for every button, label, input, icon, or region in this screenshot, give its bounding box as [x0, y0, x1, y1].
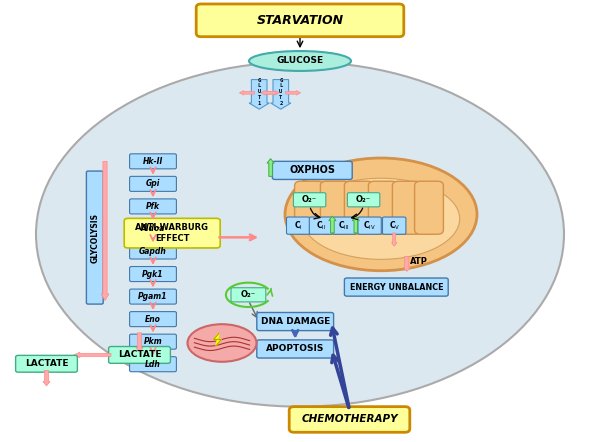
Text: ANTI-WARBURG
EFFECT: ANTI-WARBURG EFFECT	[135, 224, 209, 243]
FancyBboxPatch shape	[289, 407, 410, 432]
Text: Gpi: Gpi	[146, 179, 160, 188]
Text: GLUCOSE: GLUCOSE	[277, 57, 323, 65]
FancyBboxPatch shape	[332, 217, 356, 234]
Text: OXPHOS: OXPHOS	[289, 165, 335, 175]
Text: Eno: Eno	[145, 315, 161, 324]
FancyBboxPatch shape	[293, 193, 326, 207]
Text: Pgam1: Pgam1	[138, 292, 168, 301]
Text: O₂⁻: O₂⁻	[241, 290, 256, 299]
FancyBboxPatch shape	[392, 181, 421, 234]
Text: LACTATE: LACTATE	[25, 359, 68, 368]
FancyBboxPatch shape	[130, 176, 176, 191]
FancyBboxPatch shape	[320, 181, 349, 234]
Text: Pgk1: Pgk1	[142, 270, 164, 278]
FancyArrow shape	[74, 352, 111, 358]
FancyBboxPatch shape	[124, 218, 220, 248]
Text: ENERGY UNBALANCE: ENERGY UNBALANCE	[350, 282, 443, 292]
FancyBboxPatch shape	[196, 4, 404, 37]
FancyArrow shape	[271, 80, 291, 109]
Ellipse shape	[249, 51, 351, 71]
FancyArrow shape	[43, 370, 50, 386]
FancyArrow shape	[264, 91, 279, 95]
Text: O₂⁻: O₂⁻	[356, 195, 371, 204]
Text: Pkm: Pkm	[143, 337, 163, 346]
FancyBboxPatch shape	[130, 267, 176, 282]
FancyBboxPatch shape	[415, 181, 443, 234]
Ellipse shape	[36, 62, 564, 407]
Text: Pfk: Pfk	[146, 202, 160, 211]
Text: Aldoa: Aldoa	[141, 225, 165, 233]
FancyBboxPatch shape	[130, 244, 176, 259]
FancyBboxPatch shape	[358, 217, 382, 234]
FancyArrow shape	[267, 159, 274, 176]
FancyArrow shape	[249, 80, 269, 109]
FancyArrow shape	[392, 233, 397, 246]
Text: CHEMOTHERAPY: CHEMOTHERAPY	[301, 415, 398, 424]
FancyArrow shape	[352, 216, 359, 233]
FancyBboxPatch shape	[130, 199, 176, 214]
Text: GLYCOLYSIS: GLYCOLYSIS	[90, 213, 100, 263]
Text: O₂⁻: O₂⁻	[302, 195, 317, 204]
FancyArrow shape	[286, 91, 301, 95]
Text: C$_{\mathrm{III}}$: C$_{\mathrm{III}}$	[338, 219, 350, 232]
FancyArrow shape	[239, 91, 254, 95]
FancyArrow shape	[329, 216, 336, 233]
FancyBboxPatch shape	[347, 193, 380, 207]
FancyBboxPatch shape	[272, 161, 352, 179]
FancyBboxPatch shape	[257, 312, 334, 331]
FancyBboxPatch shape	[344, 278, 448, 296]
FancyBboxPatch shape	[130, 154, 176, 169]
Text: LACTATE: LACTATE	[118, 351, 161, 359]
Text: Gapdh: Gapdh	[139, 247, 167, 256]
Text: ATP: ATP	[410, 257, 428, 267]
FancyArrow shape	[101, 161, 109, 301]
Ellipse shape	[302, 178, 460, 259]
FancyArrow shape	[403, 256, 410, 271]
FancyBboxPatch shape	[295, 181, 323, 234]
FancyBboxPatch shape	[130, 334, 176, 349]
FancyBboxPatch shape	[231, 288, 266, 302]
Text: DNA DAMAGE: DNA DAMAGE	[260, 317, 330, 326]
Ellipse shape	[285, 158, 477, 271]
FancyBboxPatch shape	[109, 347, 170, 363]
FancyBboxPatch shape	[16, 355, 77, 372]
Polygon shape	[214, 333, 221, 346]
FancyBboxPatch shape	[310, 217, 333, 234]
FancyBboxPatch shape	[287, 217, 310, 234]
FancyBboxPatch shape	[86, 171, 103, 304]
Text: G
L
U
T
2: G L U T 2	[279, 78, 283, 106]
Text: C$_{\mathrm{I}}$: C$_{\mathrm{I}}$	[294, 219, 302, 232]
FancyArrow shape	[136, 333, 143, 352]
FancyBboxPatch shape	[130, 289, 176, 304]
Text: STARVATION: STARVATION	[256, 14, 344, 27]
FancyBboxPatch shape	[344, 181, 373, 234]
Text: Ldh: Ldh	[145, 360, 161, 369]
Text: C$_{\mathrm{IV}}$: C$_{\mathrm{IV}}$	[363, 219, 376, 232]
FancyBboxPatch shape	[130, 312, 176, 327]
FancyBboxPatch shape	[383, 217, 406, 234]
FancyArrow shape	[261, 91, 276, 95]
Text: G
L
U
T
1: G L U T 1	[257, 78, 261, 106]
Text: APOPTOSIS: APOPTOSIS	[266, 344, 325, 354]
FancyBboxPatch shape	[130, 357, 176, 372]
Text: C$_{\mathrm{II}}$: C$_{\mathrm{II}}$	[316, 219, 326, 232]
FancyBboxPatch shape	[130, 221, 176, 236]
FancyBboxPatch shape	[257, 340, 334, 358]
Text: Hk-II: Hk-II	[143, 157, 163, 166]
Ellipse shape	[187, 324, 257, 362]
FancyBboxPatch shape	[368, 181, 397, 234]
Text: C$_{\mathrm{V}}$: C$_{\mathrm{V}}$	[389, 219, 400, 232]
